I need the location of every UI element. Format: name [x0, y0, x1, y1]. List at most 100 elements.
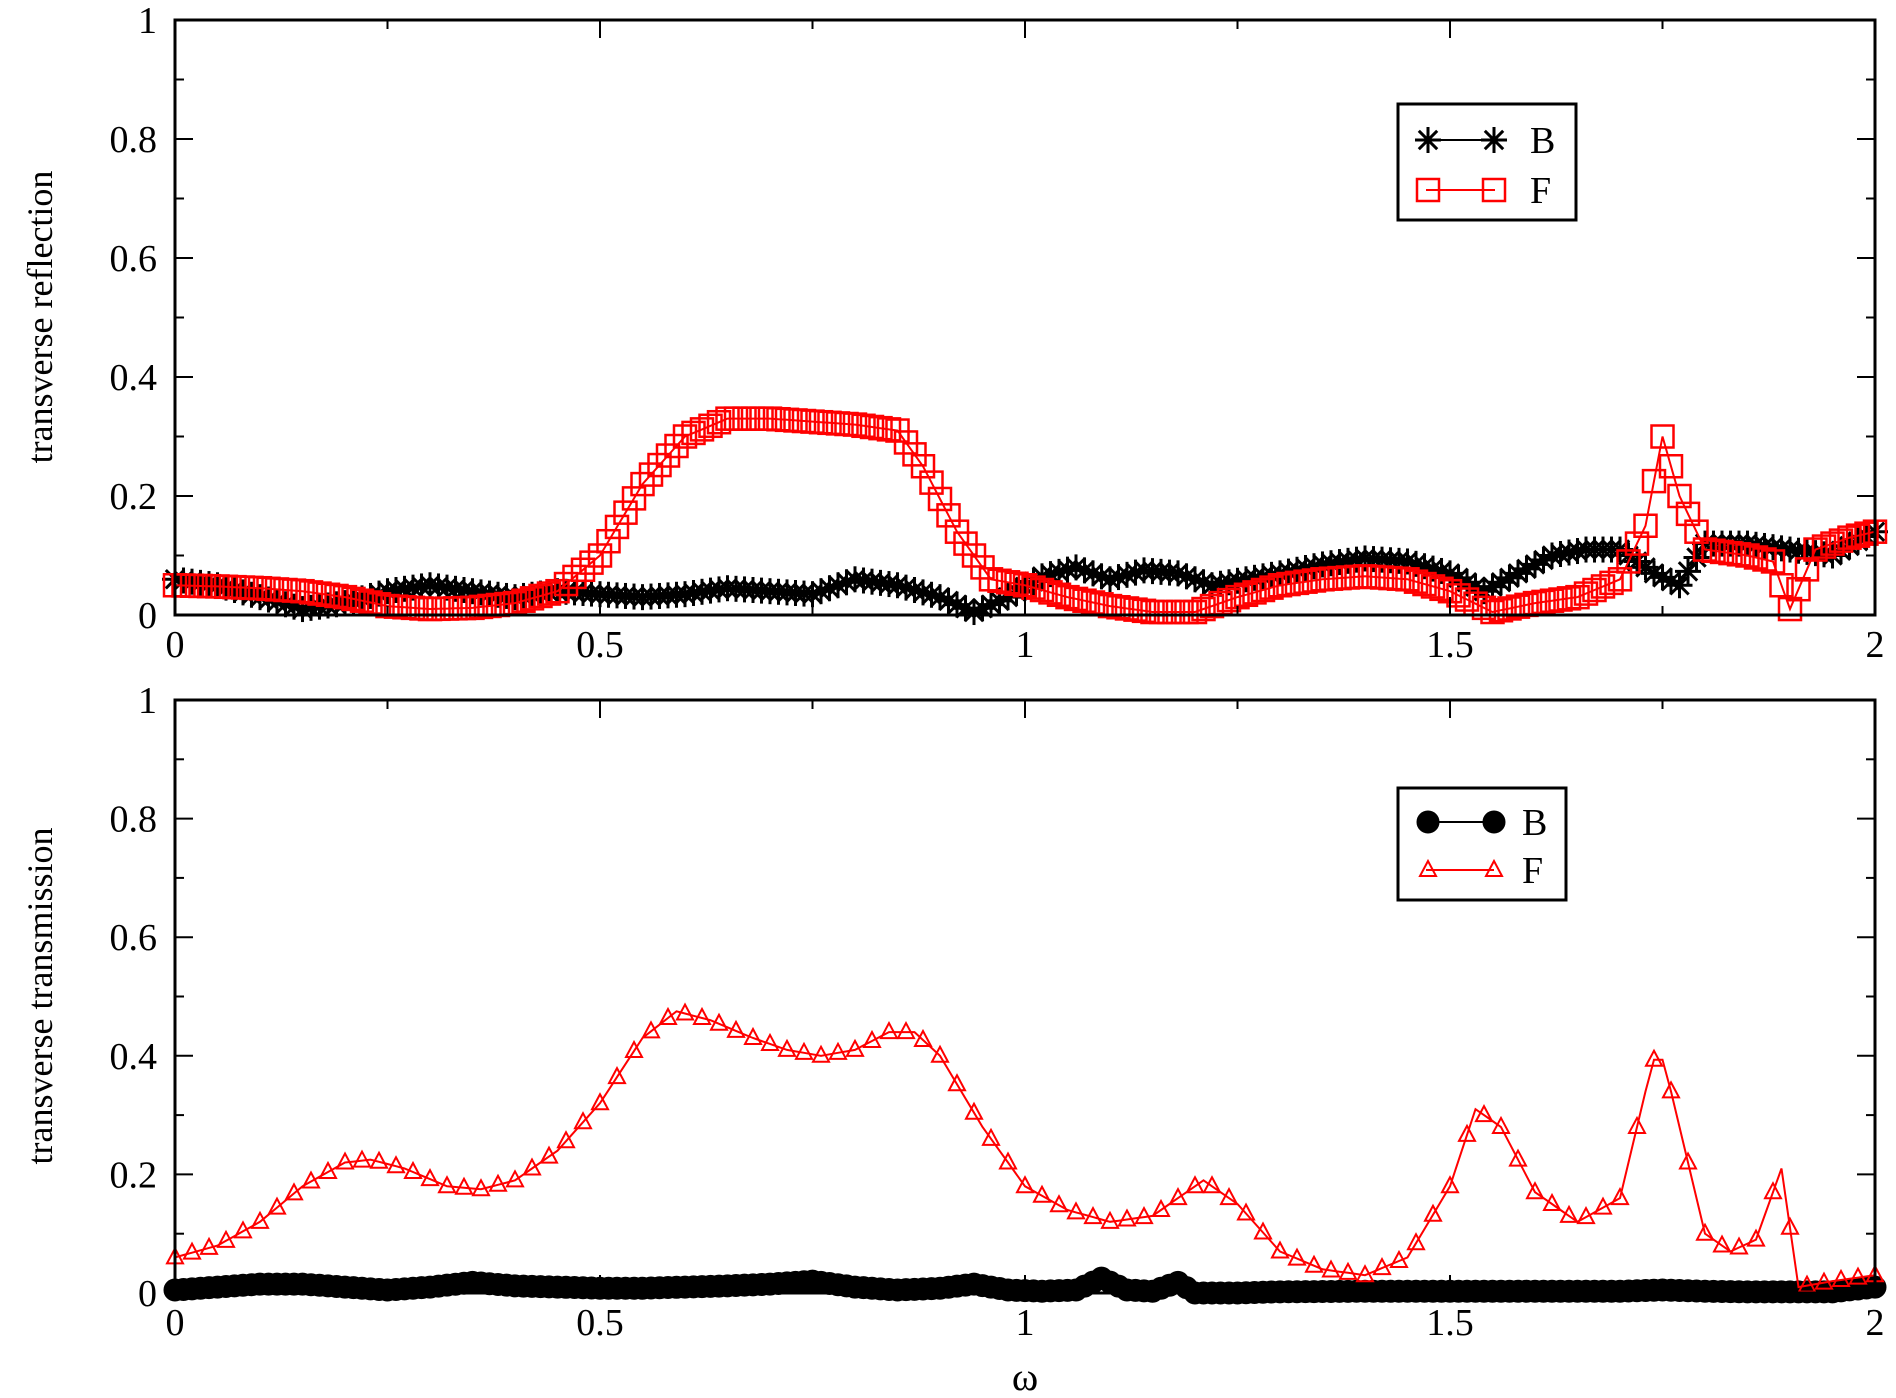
x-tick-label: 0	[166, 1302, 185, 1344]
legend-entry-f: F	[1415, 170, 1551, 212]
data-point-f	[1066, 1201, 1086, 1220]
legend-label-b: B	[1530, 120, 1555, 162]
data-point-f	[420, 1168, 440, 1187]
data-point-f	[1446, 583, 1471, 608]
data-point-f	[1820, 531, 1845, 556]
data-point-f	[1488, 597, 1514, 623]
data-point-f	[1814, 1271, 1834, 1290]
data-point-f	[1457, 1123, 1477, 1142]
data-point-f	[1752, 547, 1777, 572]
data-point-f	[199, 1236, 219, 1255]
data-point-f	[604, 514, 630, 540]
data-point-f	[437, 1175, 457, 1194]
data-point-f	[624, 1039, 644, 1059]
data-point-f	[1491, 1115, 1511, 1134]
data-point-f	[1658, 454, 1684, 479]
data-point-b	[1675, 558, 1701, 585]
data-point-f	[1480, 599, 1505, 625]
data-point-f	[981, 1127, 1001, 1146]
data-point-f	[1777, 596, 1803, 622]
data-point-f	[1055, 584, 1080, 610]
data-point-f	[1395, 567, 1420, 592]
data-point-f	[1678, 1151, 1698, 1170]
data-point-f	[1590, 574, 1616, 599]
data-point-f	[1593, 1196, 1613, 1215]
data-point-f	[658, 1006, 678, 1025]
data-point-f	[284, 1182, 304, 1201]
data-point-f	[505, 1169, 525, 1188]
data-point-f	[1259, 575, 1284, 600]
transmission-legend-box	[1396, 786, 1568, 902]
data-point-f	[1236, 1202, 1256, 1221]
data-point-f	[1049, 1194, 1069, 1213]
data-point-f	[828, 1041, 848, 1060]
y-tick-label: 0.8	[110, 119, 158, 161]
series-f	[165, 1002, 1885, 1293]
data-point-f	[386, 1155, 406, 1174]
data-point-f	[811, 1044, 831, 1063]
data-point-f	[1667, 483, 1692, 509]
data-point-f	[919, 470, 944, 495]
y-tick-label: 0.2	[110, 476, 158, 518]
data-point-f	[675, 1002, 695, 1021]
data-point-f	[1831, 1268, 1851, 1287]
data-point-f	[1338, 1261, 1358, 1280]
data-point-f	[1372, 1256, 1392, 1276]
data-point-f	[692, 1006, 712, 1025]
data-point-f	[760, 1032, 780, 1051]
data-point-f	[1803, 537, 1828, 562]
y-tick-label: 1	[138, 680, 157, 722]
data-point-f	[1440, 1175, 1460, 1194]
data-point-f	[1219, 1186, 1239, 1206]
data-point-f	[1508, 1148, 1528, 1167]
data-point-f	[1406, 1232, 1426, 1251]
data-point-f	[1695, 1222, 1715, 1241]
data-point-f	[630, 471, 655, 497]
data-point-f	[349, 588, 375, 613]
data-point-f	[1828, 528, 1854, 553]
data-point-f	[1763, 1181, 1783, 1200]
data-point-b	[1666, 572, 1693, 599]
data-point-f	[777, 1038, 797, 1057]
data-point-f	[1661, 1080, 1681, 1099]
data-point-f	[1253, 1221, 1273, 1240]
data-point-f	[1403, 569, 1429, 594]
data-point-f	[1321, 1259, 1341, 1278]
data-point-f	[1599, 570, 1624, 596]
data-point-f	[1287, 1247, 1307, 1266]
x-tick-label: 2	[1866, 624, 1885, 666]
data-point-f	[1760, 549, 1786, 574]
data-point-f	[698, 413, 723, 439]
data-point-f	[1233, 582, 1259, 608]
legend-label-b: B	[1522, 802, 1547, 844]
y-tick-label: 0.8	[110, 799, 158, 841]
data-point-f	[930, 1044, 950, 1063]
data-point-f	[1471, 595, 1497, 621]
legend-entry-b: B	[1415, 120, 1555, 162]
data-point-f	[1355, 1264, 1375, 1283]
y-tick-label: 0.4	[110, 357, 158, 399]
data-point-f	[511, 588, 536, 613]
x-tick-label: 2	[1866, 1302, 1885, 1344]
y-tick-label: 0.6	[110, 238, 158, 280]
data-point-f	[1021, 575, 1046, 600]
data-point-f	[1837, 525, 1862, 550]
data-point-f	[1004, 571, 1029, 597]
data-point-f	[1100, 1210, 1120, 1229]
data-point-f	[1412, 571, 1437, 597]
data-point-f	[607, 1066, 627, 1085]
transmission-y-axis-label: transverse transmission	[20, 828, 60, 1165]
data-point-f	[562, 564, 587, 590]
data-point-f	[1675, 501, 1701, 527]
x-tick-label: 1	[1016, 1302, 1035, 1344]
data-point-f	[1420, 574, 1446, 599]
y-tick-label: 0.2	[110, 1154, 158, 1196]
data-point-f	[1650, 424, 1675, 449]
data-point-f	[250, 1210, 270, 1229]
data-point-f	[318, 1160, 338, 1180]
legend-label-f: F	[1530, 170, 1551, 212]
data-point-f	[913, 1028, 933, 1047]
y-tick-label: 0	[138, 1273, 157, 1315]
x-axis-label: ω	[1012, 1354, 1038, 1398]
data-point-f	[553, 571, 579, 597]
